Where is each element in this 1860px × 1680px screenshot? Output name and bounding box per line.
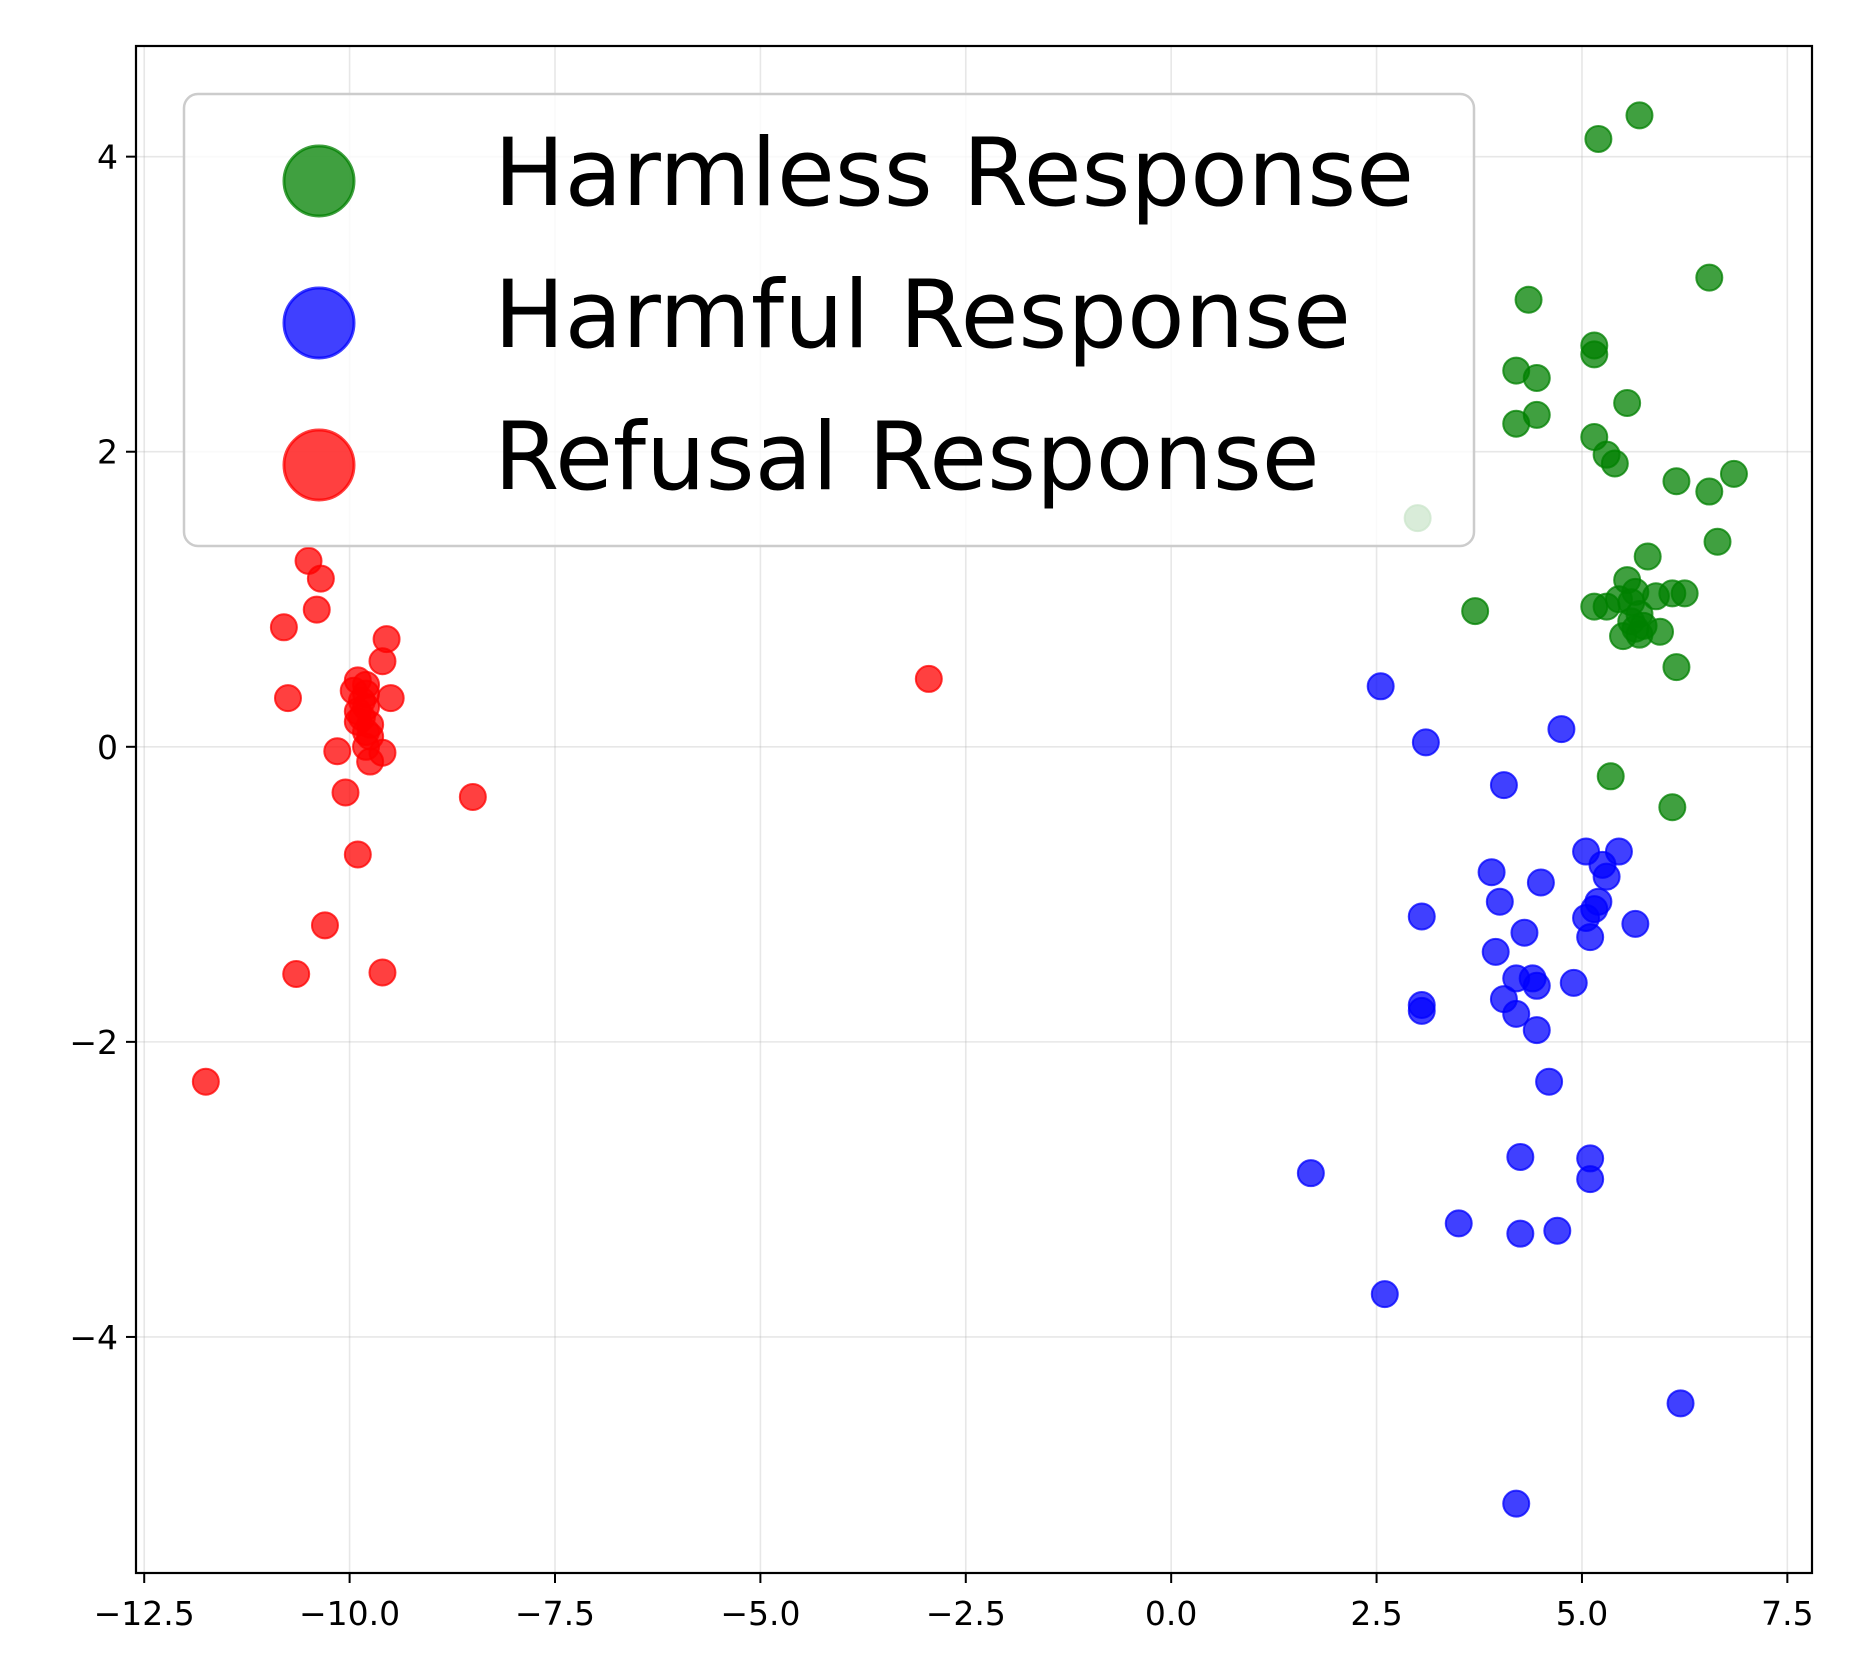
data-point <box>1576 1165 1605 1194</box>
x-tick-label: −10.0 <box>299 1594 400 1633</box>
legend-label-harmful: Harmful Response <box>494 261 1351 370</box>
data-point <box>1547 715 1576 744</box>
data-point <box>1370 1280 1399 1309</box>
data-point <box>191 1067 220 1096</box>
data-point <box>1662 653 1691 682</box>
data-point <box>1296 1159 1325 1188</box>
y-tick-label: −2 <box>69 1023 118 1062</box>
x-tick-label: 5.0 <box>1556 1594 1608 1633</box>
data-point <box>1658 793 1687 822</box>
data-point <box>1506 1142 1535 1171</box>
data-point <box>343 840 372 869</box>
data-point <box>1522 971 1551 1000</box>
data-point <box>282 960 311 989</box>
data-point <box>1633 542 1662 571</box>
data-point <box>1580 340 1609 369</box>
legend-marker-harmless <box>282 144 356 218</box>
data-point <box>273 684 302 713</box>
legend: Harmless Response Harmful Response Refus… <box>182 92 1476 548</box>
data-point <box>1695 477 1724 506</box>
legend-marker-refusal <box>282 428 356 502</box>
x-tick-label: −12.5 <box>94 1594 195 1633</box>
data-point <box>1506 1219 1535 1248</box>
data-point <box>1576 923 1605 952</box>
y-tick-label: −4 <box>69 1318 118 1357</box>
data-point <box>914 664 943 693</box>
data-point <box>331 778 360 807</box>
data-point <box>1444 1209 1473 1238</box>
data-point <box>1613 389 1642 418</box>
legend-marker-harmful <box>282 286 356 360</box>
data-point <box>1514 285 1543 314</box>
y-axis: −4 −2 0 2 4 <box>69 138 136 1357</box>
data-point <box>1596 762 1625 791</box>
data-point <box>1489 771 1518 800</box>
data-point <box>1584 124 1613 153</box>
data-point <box>1522 363 1551 392</box>
data-point <box>1703 527 1732 556</box>
data-point <box>458 782 487 811</box>
data-point <box>1666 1389 1695 1418</box>
data-point <box>1481 937 1510 966</box>
data-point <box>306 564 335 593</box>
y-tick-label: 0 <box>97 728 118 767</box>
x-tick-label: 0.0 <box>1145 1594 1197 1633</box>
x-tick-label: 7.5 <box>1761 1594 1813 1633</box>
legend-frame <box>182 92 1476 548</box>
y-tick-label: 4 <box>97 138 118 177</box>
data-point <box>1592 862 1621 891</box>
data-point <box>1477 858 1506 887</box>
data-point <box>376 684 405 713</box>
data-point <box>302 595 331 624</box>
y-tick-label: 2 <box>97 433 118 472</box>
data-point <box>356 747 385 776</box>
data-point <box>1411 728 1440 757</box>
data-point <box>1522 1016 1551 1045</box>
data-point <box>1485 887 1514 916</box>
series-refusal-response <box>191 546 943 1096</box>
legend-label-harmless: Harmless Response <box>494 119 1414 228</box>
data-point <box>1461 597 1490 626</box>
x-tick-label: −7.5 <box>515 1594 595 1633</box>
data-point <box>1670 579 1699 608</box>
data-point <box>1543 1216 1572 1245</box>
data-points <box>191 101 1748 1518</box>
data-point <box>368 958 397 987</box>
legend-label-refusal: Refusal Response <box>494 403 1320 512</box>
data-point <box>1526 868 1555 897</box>
x-tick-label: −2.5 <box>926 1594 1006 1633</box>
data-point <box>368 647 397 676</box>
data-point <box>1535 1067 1564 1096</box>
series-harmless-response <box>1403 101 1748 822</box>
x-tick-label: −5.0 <box>720 1594 800 1633</box>
series-harmful-response <box>1296 672 1695 1518</box>
data-point <box>1366 672 1395 701</box>
data-point <box>1625 101 1654 130</box>
data-point <box>1502 999 1531 1028</box>
data-point <box>1407 902 1436 931</box>
data-point <box>1580 592 1609 621</box>
data-point <box>1625 620 1654 649</box>
data-point <box>269 613 298 642</box>
x-axis: −12.5 −10.0 −7.5 −5.0 −2.5 0.0 2.5 5.0 7.5 <box>94 1573 1814 1633</box>
data-point <box>1510 918 1539 947</box>
plot-frame <box>134 44 1814 1575</box>
data-point <box>1695 263 1724 292</box>
data-point <box>1559 968 1588 997</box>
x-tick-label: 2.5 <box>1350 1594 1402 1633</box>
data-point <box>1600 449 1629 478</box>
data-point <box>310 911 339 940</box>
data-point <box>1662 467 1691 496</box>
data-point <box>1621 909 1650 938</box>
data-point <box>1719 459 1748 488</box>
data-point <box>323 737 352 766</box>
data-point <box>1502 409 1531 438</box>
data-point <box>1502 1489 1531 1518</box>
data-point <box>1407 996 1436 1025</box>
